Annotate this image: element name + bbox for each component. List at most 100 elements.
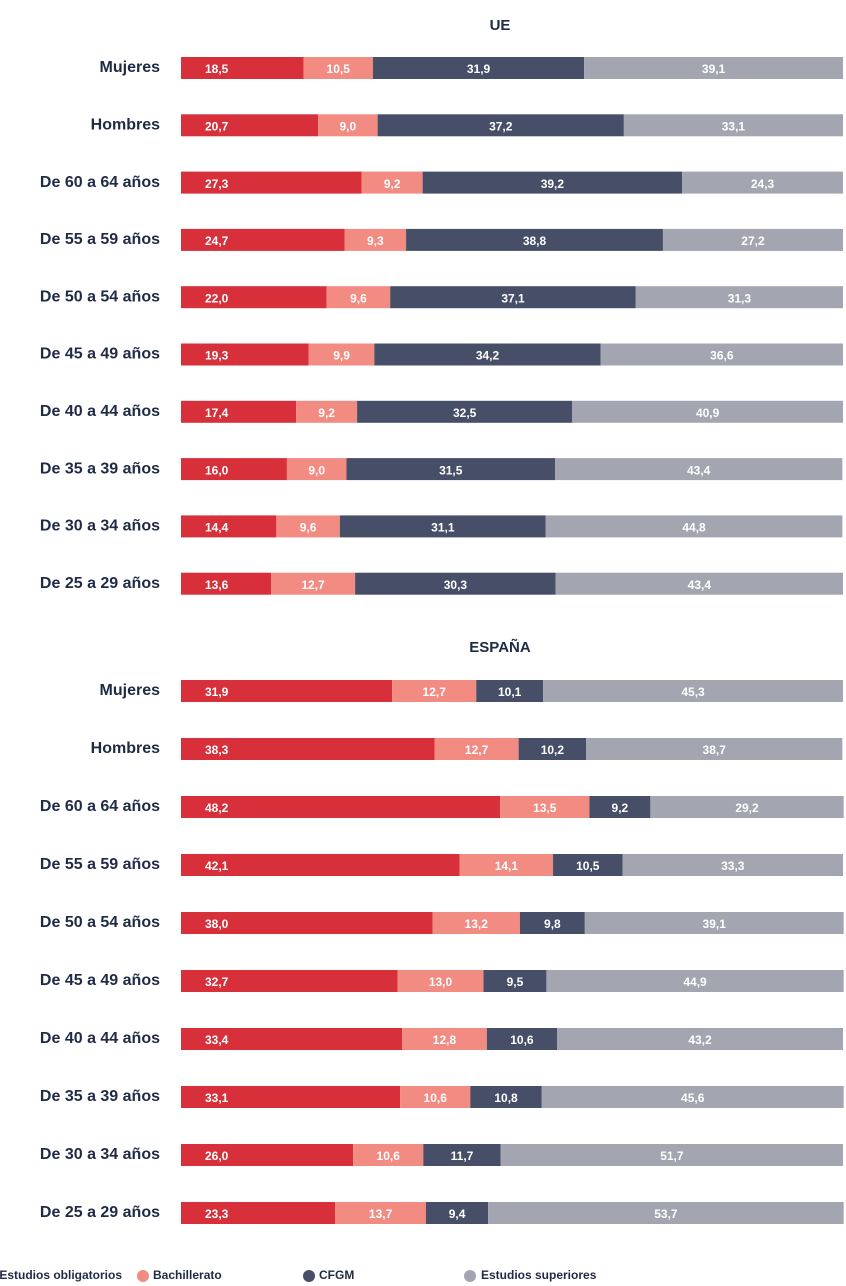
bar-segment [355, 572, 556, 595]
data-label: 33,1 [722, 119, 746, 133]
category-label: Hombres [91, 117, 160, 134]
data-label: 10,6 [510, 1033, 534, 1047]
data-label: 38,7 [703, 743, 727, 757]
data-label: 10,8 [494, 1091, 518, 1105]
bar-segment [682, 171, 843, 194]
data-label: 9,2 [384, 177, 401, 191]
data-label: 10,1 [498, 685, 522, 699]
data-label: 43,4 [688, 578, 712, 592]
category-label: De 45 a 49 años [40, 972, 160, 989]
bar-segment [181, 854, 460, 876]
bar-segment [392, 680, 477, 702]
data-label: 40,9 [696, 406, 720, 420]
category-label: De 50 a 54 años [40, 914, 160, 931]
data-label: 13,6 [205, 578, 229, 592]
category-label: De 25 a 29 años [40, 1204, 160, 1221]
data-label: 9,6 [350, 291, 367, 305]
data-label: 23,3 [205, 1207, 229, 1221]
data-label: 19,3 [205, 349, 229, 363]
legend-label: Bachillerato [153, 1268, 222, 1282]
data-label: 37,1 [501, 291, 525, 305]
chart-title: ESPAÑA [469, 638, 531, 656]
category-label: De 60 a 64 años [40, 174, 160, 191]
data-label: 43,4 [687, 463, 711, 477]
data-label: 34,2 [476, 349, 500, 363]
data-label: 36,6 [710, 349, 734, 363]
bar-segment [372, 57, 585, 79]
data-label: 13,5 [533, 801, 557, 815]
data-label: 39,1 [702, 62, 726, 76]
bar-segment [650, 796, 844, 818]
data-label: 9,4 [449, 1207, 466, 1221]
data-label: 44,9 [683, 975, 707, 989]
bar-segment [357, 400, 573, 423]
bar-segment [555, 572, 843, 595]
bar-segment [318, 114, 378, 137]
category-label: De 60 a 64 años [40, 798, 160, 815]
chart-title: UE [490, 17, 511, 34]
bar-segment [483, 970, 547, 992]
legend-marker [137, 1270, 149, 1282]
bar-segment [541, 1086, 844, 1108]
category-label: De 35 a 39 años [40, 460, 160, 477]
bar-segment [500, 796, 590, 818]
bar-segment [181, 738, 435, 760]
data-label: 38,8 [523, 234, 547, 248]
data-label: 9,2 [318, 406, 335, 420]
bar-segment [553, 854, 623, 876]
bar-segment [326, 286, 391, 309]
data-label: 14,4 [205, 521, 229, 535]
bar-segment [589, 796, 651, 818]
bar-segment [425, 1202, 489, 1224]
data-label: 9,6 [300, 521, 317, 535]
data-label: 9,0 [308, 463, 325, 477]
data-label: 31,5 [439, 463, 463, 477]
data-label: 10,5 [327, 62, 351, 76]
data-label: 33,3 [721, 859, 745, 873]
data-label: 26,0 [205, 1149, 229, 1163]
data-label: 38,3 [205, 743, 229, 757]
category-label: De 55 a 59 años [40, 231, 160, 248]
bar-segment [181, 1202, 336, 1224]
bar-segment [486, 1028, 558, 1050]
data-label: 39,2 [541, 177, 565, 191]
data-label: 9,9 [333, 349, 350, 363]
data-label: 9,0 [339, 119, 356, 133]
data-label: 33,1 [205, 1091, 229, 1105]
bar-segment [339, 515, 546, 538]
data-label: 10,6 [424, 1091, 448, 1105]
bar-segment [586, 738, 843, 760]
bar-segment [181, 171, 362, 194]
data-label: 33,4 [205, 1033, 229, 1047]
data-label: 32,7 [205, 975, 229, 989]
bar-segment [181, 1028, 403, 1050]
bar-segment [584, 912, 844, 934]
data-label: 12,7 [423, 685, 447, 699]
data-label: 22,0 [205, 291, 229, 305]
data-label: 30,3 [444, 578, 468, 592]
category-label: De 40 a 44 años [40, 403, 160, 420]
legend-label: CFGM [319, 1268, 354, 1282]
data-label: 9,3 [367, 234, 384, 248]
data-label: 18,5 [205, 62, 229, 76]
bar-segment [181, 1144, 354, 1166]
bar-segment [181, 912, 433, 934]
data-label: 31,9 [467, 62, 491, 76]
legend-marker [464, 1270, 476, 1282]
bar-segment [546, 970, 844, 992]
data-label: 39,1 [703, 917, 727, 931]
bar-segment [181, 114, 319, 137]
bar-segment [181, 572, 272, 595]
data-label: 51,7 [660, 1149, 684, 1163]
category-label: De 35 a 39 años [40, 1088, 160, 1105]
bar-segment [662, 228, 843, 251]
bar-segment [557, 1028, 843, 1050]
data-label: 12,7 [301, 578, 325, 592]
data-label: 13,0 [429, 975, 453, 989]
bar-segment [308, 343, 375, 366]
bar-segment [353, 1144, 424, 1166]
data-label: 29,2 [735, 801, 759, 815]
bar-segment [572, 400, 843, 423]
data-label: 10,2 [541, 743, 565, 757]
bar-segment [390, 286, 636, 309]
